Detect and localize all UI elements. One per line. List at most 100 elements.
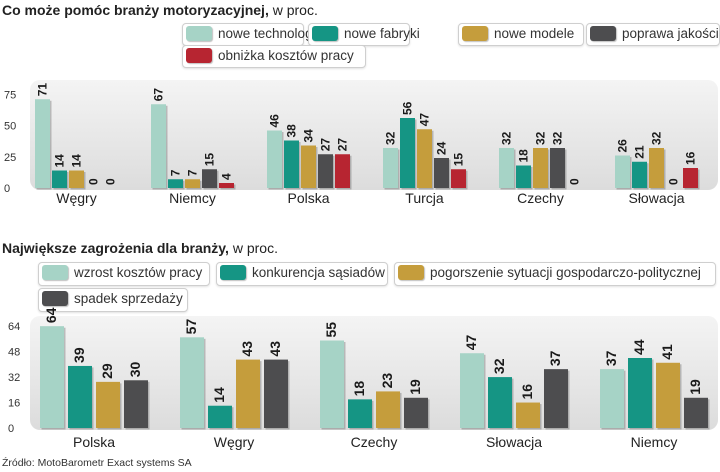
- chart2-legend-item-0: wzrost kosztów pracy: [42, 265, 202, 280]
- chart2-category-3: Słowacja: [486, 434, 542, 450]
- chart2-category-4: Niemcy: [631, 434, 678, 450]
- chart1-bar-5-2: [649, 148, 664, 188]
- chart1-category-3: Turcja: [405, 190, 444, 206]
- chart2-value-label-2-3: 19: [407, 379, 423, 395]
- chart2-value-label-4-0: 37: [603, 350, 619, 366]
- chart2-bar-2-1: [348, 399, 372, 428]
- chart1-bar-2-0: [267, 130, 282, 188]
- chart2-value-label-2-2: 23: [379, 373, 395, 389]
- chart1-bar-3-1: [400, 118, 415, 188]
- source-note: Źródło: MotoBarometr Exact systems SA: [2, 457, 192, 469]
- chart2-legend-label-0: wzrost kosztów pracy: [74, 265, 203, 280]
- chart2-value-label-2-1: 18: [351, 381, 367, 397]
- chart1-legend-item-1: nowe fabryki: [312, 26, 420, 41]
- chart1-bar-1-4: [219, 183, 234, 188]
- chart2-ytick-0: 0: [8, 423, 14, 435]
- chart1-value-label-3-2: 47: [418, 113, 432, 127]
- chart1-legend-item-4: obniżka kosztów pracy: [186, 48, 354, 63]
- chart2-value-label-1-1: 14: [211, 387, 227, 403]
- chart1-legend-item-3: poprawa jakości: [590, 26, 719, 41]
- chart2-value-label-0-0: 64: [43, 307, 59, 323]
- chart2-legend-item-3: spadek sprzedaży: [42, 291, 183, 306]
- chart1-value-label-1-0: 67: [152, 88, 166, 102]
- chart1-value-label-2-0: 46: [268, 114, 282, 128]
- chart1-value-label-0-4: 0: [104, 178, 118, 185]
- chart2-bar-1-2: [236, 359, 260, 428]
- chart1-legend-label-1: nowe fabryki: [344, 26, 420, 41]
- chart1-value-label-5-4: 16: [684, 151, 698, 165]
- chart2-category-2: Czechy: [351, 434, 398, 450]
- chart1-bar-4-1: [516, 165, 531, 188]
- chart1-value-label-3-3: 24: [435, 141, 449, 155]
- chart1-value-label-5-3: 0: [667, 178, 681, 185]
- chart1-bar-1-0: [151, 104, 166, 188]
- chart1-ytick-3: 75: [4, 89, 16, 101]
- chart1-value-label-2-4: 27: [336, 138, 350, 152]
- chart1-bar-0-2: [69, 170, 84, 188]
- chart1-legend-label-0: nowe technologie: [218, 26, 324, 41]
- chart2-ytick-4: 64: [8, 321, 20, 333]
- chart1-legend-swatch-3: [590, 26, 616, 41]
- chart2-title-unit: w proc.: [232, 240, 278, 256]
- chart2-value-label-3-0: 47: [463, 334, 479, 350]
- chart2-ytick-1: 16: [8, 398, 20, 410]
- chart1-value-label-4-0: 32: [500, 131, 514, 145]
- chart1-bar-2-2: [301, 145, 316, 188]
- chart2-bar-0-3: [124, 380, 148, 428]
- chart2-bar-0-1: [68, 365, 92, 428]
- chart1-legend-swatch-1: [312, 26, 338, 41]
- chart1-category-5: Słowacja: [628, 190, 684, 206]
- chart2-bar-1-0: [180, 337, 204, 428]
- chart1-legend-label-3: poprawa jakości: [622, 26, 719, 41]
- chart2-legend-swatch-0: [42, 265, 68, 280]
- chart2-legend-item-2: pogorszenie sytuacji gospodarczo-polityc…: [398, 265, 701, 280]
- chart2-bar-1-3: [264, 359, 288, 428]
- chart1-value-label-5-1: 21: [633, 145, 647, 159]
- chart2-legend-label-3: spadek sprzedaży: [74, 291, 183, 306]
- chart1-ytick-2: 50: [4, 121, 16, 133]
- chart1-legend-swatch-2: [462, 26, 488, 41]
- chart2-bar-3-2: [516, 402, 540, 428]
- chart2-value-label-2-0: 55: [323, 322, 339, 338]
- chart2-value-label-3-2: 16: [519, 384, 535, 400]
- chart2-value-label-1-0: 57: [183, 319, 199, 335]
- chart1-value-label-4-2: 32: [534, 131, 548, 145]
- chart1-value-label-1-4: 4: [220, 173, 234, 180]
- chart1-value-label-4-3: 32: [551, 131, 565, 145]
- chart1-bar-4-3: [550, 148, 565, 188]
- chart1-legend-label-2: nowe modele: [494, 26, 575, 41]
- chart2-bar-4-3: [684, 397, 708, 428]
- chart2-legend-swatch-1: [220, 265, 246, 280]
- chart1-bar-2-4: [335, 154, 350, 188]
- chart2-category-1: Węgry: [214, 434, 254, 450]
- chart1-value-label-5-2: 32: [650, 131, 664, 145]
- chart2-bar-2-2: [376, 391, 400, 428]
- chart1-legend-item-0: nowe technologie: [186, 26, 323, 41]
- chart1-value-label-4-4: 0: [568, 178, 582, 185]
- chart2-value-label-3-3: 37: [547, 350, 563, 366]
- chart1-category-1: Niemcy: [169, 190, 216, 206]
- chart1-legend-item-2: nowe modele: [462, 26, 574, 41]
- chart1-legend-label-4: obniżka kosztów pracy: [218, 48, 354, 63]
- chart1-bar-4-2: [533, 148, 548, 188]
- chart2-plot: 0 16 32 48 64 64 39 29 30 Polska 57 14 43 43 Węgry 55 18…: [8, 307, 718, 450]
- chart1-ytick-0: 0: [4, 183, 10, 195]
- chart2-bar-1-1: [208, 405, 232, 428]
- chart2-bar-2-0: [320, 340, 344, 428]
- chart1-value-label-0-0: 71: [36, 83, 50, 97]
- chart2-bar-3-3: [544, 369, 568, 428]
- chart1-value-label-3-1: 56: [401, 101, 415, 115]
- chart1-title-main: Co może pomóc branży motoryzacyjnej,: [2, 2, 269, 18]
- chart1-bar-1-2: [185, 179, 200, 188]
- chart1-value-label-1-1: 7: [169, 169, 183, 176]
- chart2-ytick-3: 48: [8, 347, 20, 359]
- chart2-bar-4-2: [656, 362, 680, 428]
- chart1-value-label-3-4: 15: [452, 153, 466, 167]
- chart1-category-2: Polska: [287, 190, 329, 206]
- chart1-bar-0-1: [52, 170, 67, 188]
- chart2-value-label-3-1: 32: [491, 358, 507, 374]
- chart1-value-label-2-3: 27: [319, 138, 333, 152]
- chart1-value-label-1-2: 7: [186, 169, 200, 176]
- chart2-legend-swatch-2: [398, 265, 424, 280]
